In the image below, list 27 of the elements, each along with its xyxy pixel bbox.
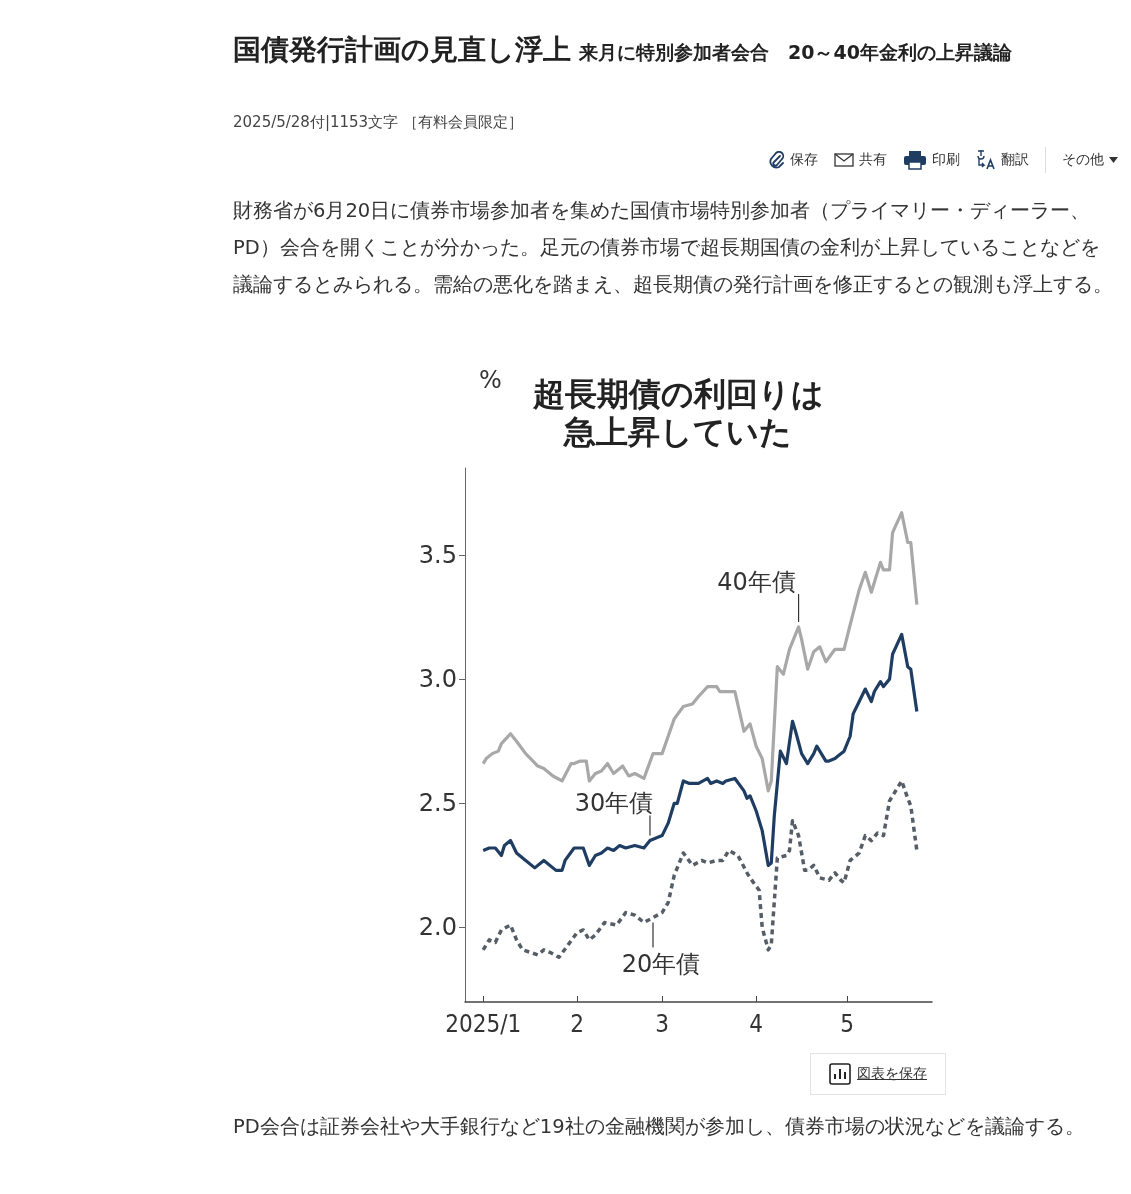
text: 2025/5/28付|1153文字 ［有料会員限定］ [233, 113, 523, 132]
y-tick-label: 2.5 [418, 789, 457, 818]
series-label: 30年債 [574, 788, 654, 817]
y-tick-label: 3.5 [418, 540, 457, 569]
x-tick-label: 5 [840, 1010, 854, 1038]
y-axis-title: % [479, 366, 502, 394]
series-label: 40年債 [717, 567, 796, 596]
text: 保存 [790, 151, 818, 169]
line-series [481, 511, 919, 793]
text: 印刷 [932, 151, 960, 169]
x-tick-label: 2025/1 [445, 1010, 522, 1038]
text: 共有 [859, 151, 887, 169]
line-series [481, 632, 919, 872]
text: 図表を保存 [857, 1065, 927, 1083]
text: その他 [1062, 151, 1104, 169]
text: 財務省が6月20日に債券市場参加者を集めた国債市場特別参加者（プライマリー・ディーラー、PD）会合を開くことが分かった。足元の債券市場で超長期国債の金利が上昇していることなどを議論するとみられる。需給の悪化を踏まえ、超長期債の発行計画を修正するとの観測も浮上する。 [233, 198, 1114, 298]
x-tick-label: 4 [749, 1010, 763, 1038]
y-tick-label: 3.0 [418, 665, 457, 694]
text: 来月に特別参加者会合 20～40年金利の上昇議論 [579, 41, 1012, 63]
text: 国債発行計画の見直し浮上 [233, 33, 571, 66]
x-tick-label: 3 [655, 1010, 669, 1038]
y-tick-label: 2.0 [418, 913, 457, 942]
text: PD会合は証券会社や大手銀行など19社の金融機関が参加し、債券市場の状況などを議論する。 [233, 1114, 1086, 1140]
x-tick-label: 2 [570, 1010, 585, 1038]
series-label: 20年債 [621, 949, 701, 978]
chart-title: 超長期債の利回りは急上昇していた [531, 375, 824, 451]
text: 翻訳 [1001, 151, 1029, 169]
